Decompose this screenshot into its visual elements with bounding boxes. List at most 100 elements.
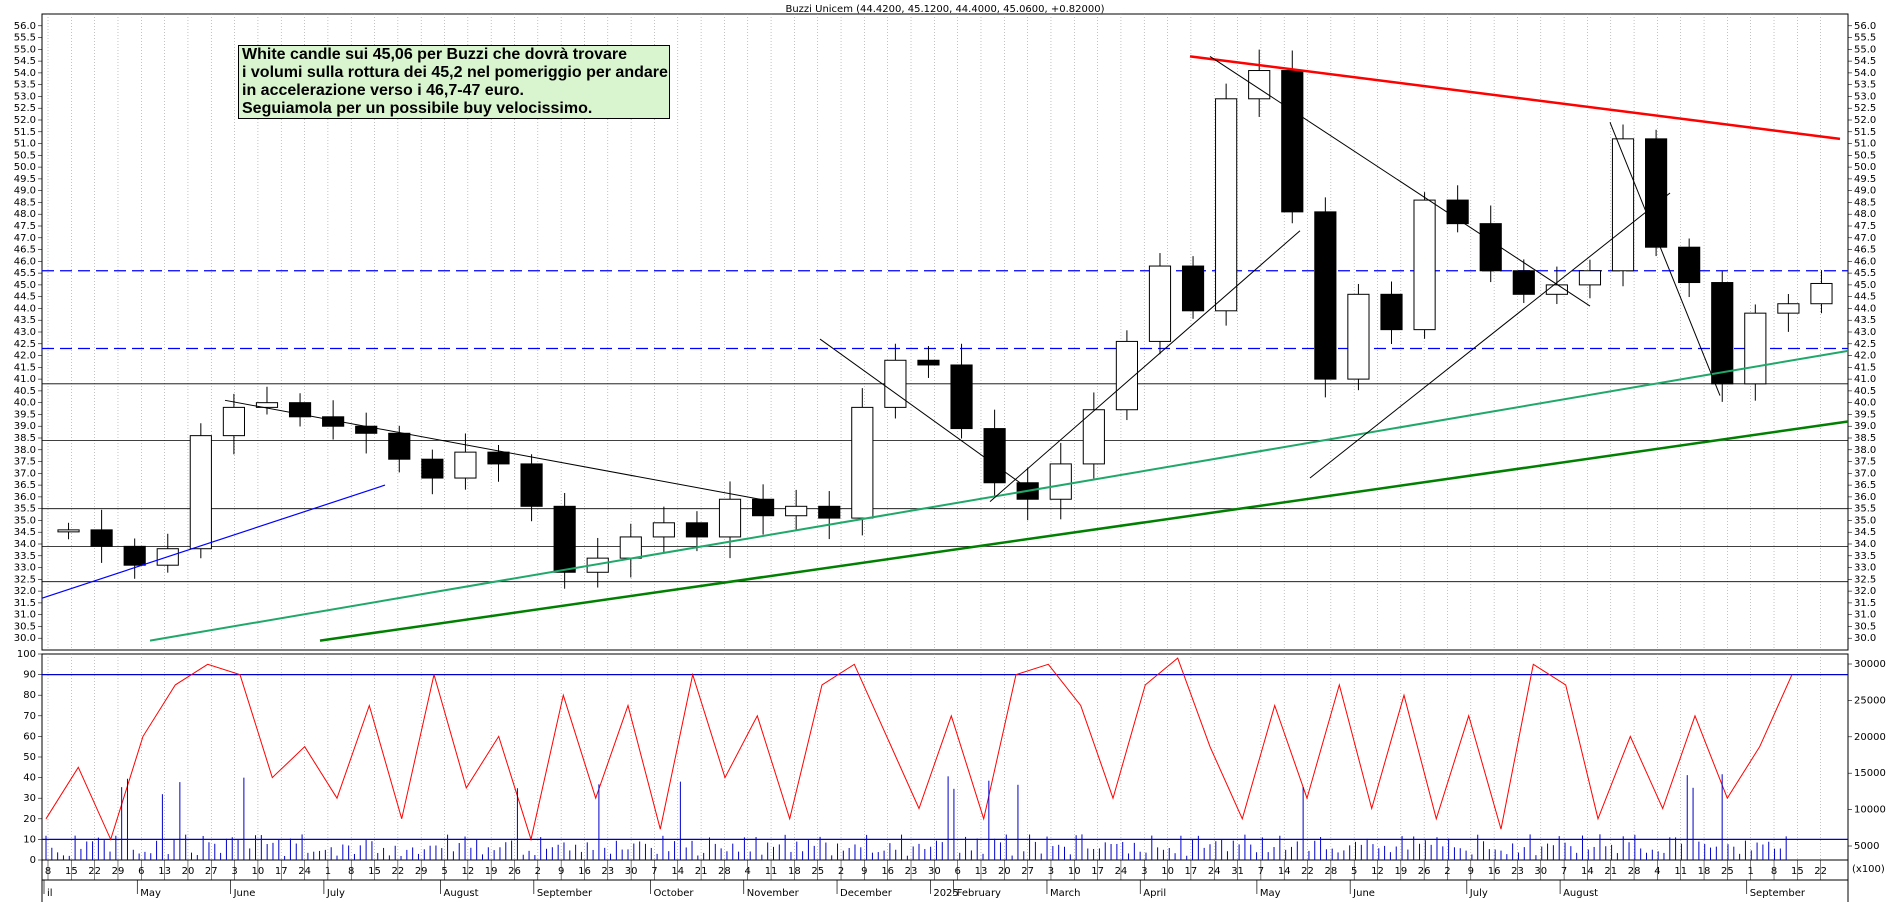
price-tick-label-left: 53.0 [14,91,36,102]
price-tick-label-right: 35.5 [1854,504,1876,515]
price-tick-label-left: 54.0 [14,68,36,79]
price-tick-label-left: 47.0 [14,233,36,244]
x-day-label: 10 [1161,866,1174,877]
candle-body [1578,270,1602,286]
support-trendline-green-dark [319,420,1849,642]
price-tick-label-left: 30.0 [14,633,36,644]
x-month-label: May [1260,888,1281,899]
price-tick-label-left: 31.0 [14,610,36,621]
osc-tick-label: 90 [23,670,36,681]
resistance-trendline-red [1189,55,1841,141]
x-day-label: 28 [718,866,731,877]
x-day-label: 12 [1371,866,1384,877]
price-tick-label-right: 48.5 [1854,197,1876,208]
osc-tick-label: 80 [23,690,36,701]
x-month-label: February [957,888,1001,899]
volume-tick-label: 10000 [1854,805,1886,816]
price-tick-label-right: 55.5 [1854,33,1876,44]
x-day-label: 16 [1488,866,1501,877]
price-tick-label-left: 32.0 [14,586,36,597]
price-tick-label-left: 54.5 [14,56,36,67]
x-day-label: 2 [838,866,844,877]
price-tick-label-right: 44.5 [1854,292,1876,303]
descending-trendline [224,399,761,500]
price-tick-label-right: 47.0 [1854,233,1876,244]
x-day-label: 15 [1791,866,1804,877]
osc-tick-label: 20 [23,814,36,825]
x-day-label: 25 [811,866,824,877]
annotation-line-2: i volumi sulla rottura dei 45,2 nel pome… [242,64,668,81]
x-month-label: 2025 [933,888,958,899]
x-day-label: 29 [415,866,428,877]
osc-tick-label: 50 [23,752,36,763]
price-tick-label-left: 50.5 [14,150,36,161]
price-tick-label-left: 37.5 [14,457,36,468]
x-day-label: 30 [928,866,941,877]
osc-tick-label: 0 [30,855,36,866]
price-tick-label-right: 43.0 [1854,327,1876,338]
support-trendline-green-light [149,349,1849,642]
price-tick-label-right: 48.0 [1854,209,1876,220]
candle-body [818,505,841,519]
osc-tick-label: 10 [23,834,36,845]
x-day-label: 8 [1771,866,1777,877]
x-day-label: 24 [1208,866,1221,877]
ascending-trendline [989,230,1301,502]
x-day-label: 7 [1561,866,1567,877]
candle-body [1678,246,1701,284]
price-tick-label-right: 30.5 [1854,621,1876,632]
x-month-label: March [1050,888,1080,899]
x-month-label: May [140,888,161,899]
x-day-label: 2 [535,866,541,877]
price-tick-label-left: 49.5 [14,174,36,185]
volume-tick-label: 15000 [1854,768,1886,779]
x-day-label: 19 [485,866,498,877]
x-day-label: 30 [1534,866,1547,877]
price-tick-label-left: 53.5 [14,80,36,91]
price-tick-label-left: 37.0 [14,468,36,479]
oscillator-panel-frame [41,653,1849,861]
price-tick-label-right: 52.0 [1854,115,1876,126]
price-tick-label-left: 55.5 [14,33,36,44]
descending-trendline [1609,122,1721,396]
candle-body [322,416,345,427]
x-day-label: 24 [298,866,311,877]
price-tick-label-right: 46.5 [1854,245,1876,256]
price-tick-label-left: 36.0 [14,492,36,503]
x-day-label: 22 [392,866,405,877]
x-month-label: July [1469,888,1488,899]
candle-body [1479,223,1502,272]
x-day-label: 4 [1654,866,1660,877]
x-day-label: 16 [881,866,894,877]
candle-body [520,463,543,507]
osc-tick-label: 40 [23,773,36,784]
x-day-label: 1 [325,866,331,877]
price-tick-label-right: 56.0 [1854,21,1876,32]
candle-body [1380,293,1403,331]
price-tick-label-left: 51.0 [14,139,36,150]
price-tick-label-left: 46.5 [14,245,36,256]
annotation-box: White candle sui 45,06 per Buzzi che dov… [238,45,670,119]
price-tick-label-right: 35.0 [1854,515,1876,526]
osc-tick-label: 60 [23,731,36,742]
x-month-label: il [47,888,53,899]
price-tick-label-right: 32.0 [1854,586,1876,597]
x-day-label: 3 [231,866,237,877]
candle-body [718,498,742,538]
candle-body [1645,138,1668,248]
candle-body [1744,312,1767,385]
price-tick-label-right: 40.5 [1854,386,1876,397]
ascending-trendline [1309,192,1671,479]
x-month-label: September [537,888,593,899]
x-day-label: 9 [861,866,867,877]
candle-body [1413,199,1436,331]
price-tick-label-right: 54.0 [1854,68,1876,79]
price-tick-label-left: 36.5 [14,480,36,491]
x-day-label: 23 [905,866,918,877]
price-tick-label-right: 31.0 [1854,610,1876,621]
candle-body [1281,70,1304,213]
x-day-label: 27 [205,866,218,877]
price-tick-label-right: 51.5 [1854,127,1876,138]
